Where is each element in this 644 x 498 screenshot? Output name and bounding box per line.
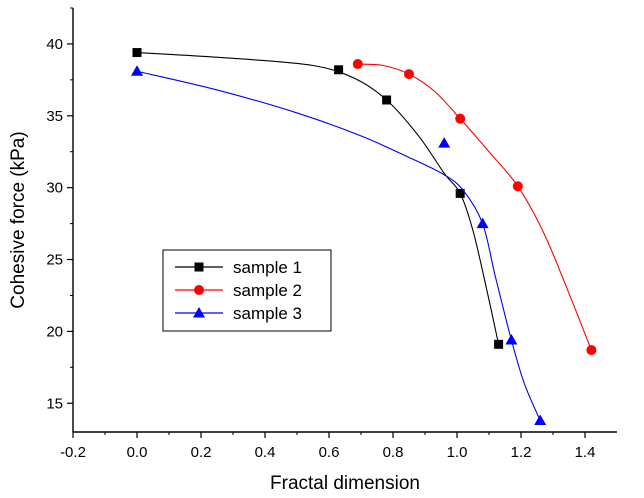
plot-series [131,48,597,426]
series-1-point [455,188,465,198]
series-2-point [455,113,466,124]
y-tick-label: 35 [46,108,63,125]
y-tick-label: 30 [46,180,63,197]
series-2-line [357,63,592,351]
plot-axes: -0.2 0.0 0.2 0.4 0.6 0.8 1.0 1.2 1.4 15 20 25 30 35 40 [46,7,617,461]
series-1 [132,48,504,349]
series-2-point [404,69,414,80]
y-tick-label: 25 [46,252,63,269]
x-axis-title: Fractal dimension [270,473,420,494]
series-2-point [352,59,363,70]
x-tick-label: 0.8 [383,444,404,461]
series-1-point [382,95,392,105]
x-tick-label: -0.2 [60,444,86,461]
legend: sample 1 sample 2 sample 3 [162,249,332,332]
y-axis-title: Cohesive force (kPa) [8,131,29,308]
legend-marker-3 [193,307,205,318]
series-3-point [131,65,143,76]
y-tick-label: 15 [46,395,63,412]
series-1-line [136,52,500,345]
series-1-point [494,339,504,349]
y-tick-label: 20 [46,323,63,340]
legend-marker-1 [194,262,204,272]
series-1-point [334,65,344,75]
x-tick-label: 0.6 [319,444,340,461]
x-tick-label: 0.0 [127,444,148,461]
x-tick-label: 0.2 [191,444,212,461]
legend-label-3: sample 3 [233,304,302,323]
y-tick-label: 40 [46,36,63,53]
series-3 [131,65,547,426]
x-tick-label: 1.2 [511,444,532,461]
x-tick-label: 1.4 [575,444,596,461]
legend-label-2: sample 2 [233,281,302,300]
series-1-point [132,48,142,58]
series-2 [352,59,597,356]
legend-marker-2 [194,285,204,295]
series-2-point [586,345,597,356]
series-3-point [534,414,547,426]
series-3-point [505,334,518,345]
series-3-line [136,70,541,421]
legend-label-1: sample 1 [233,258,302,277]
x-tick-label: 0.4 [255,444,276,461]
series-2-point [512,181,523,192]
series-3-point [476,217,489,229]
series-3-point [438,137,451,148]
x-tick-label: 1.0 [447,444,468,461]
